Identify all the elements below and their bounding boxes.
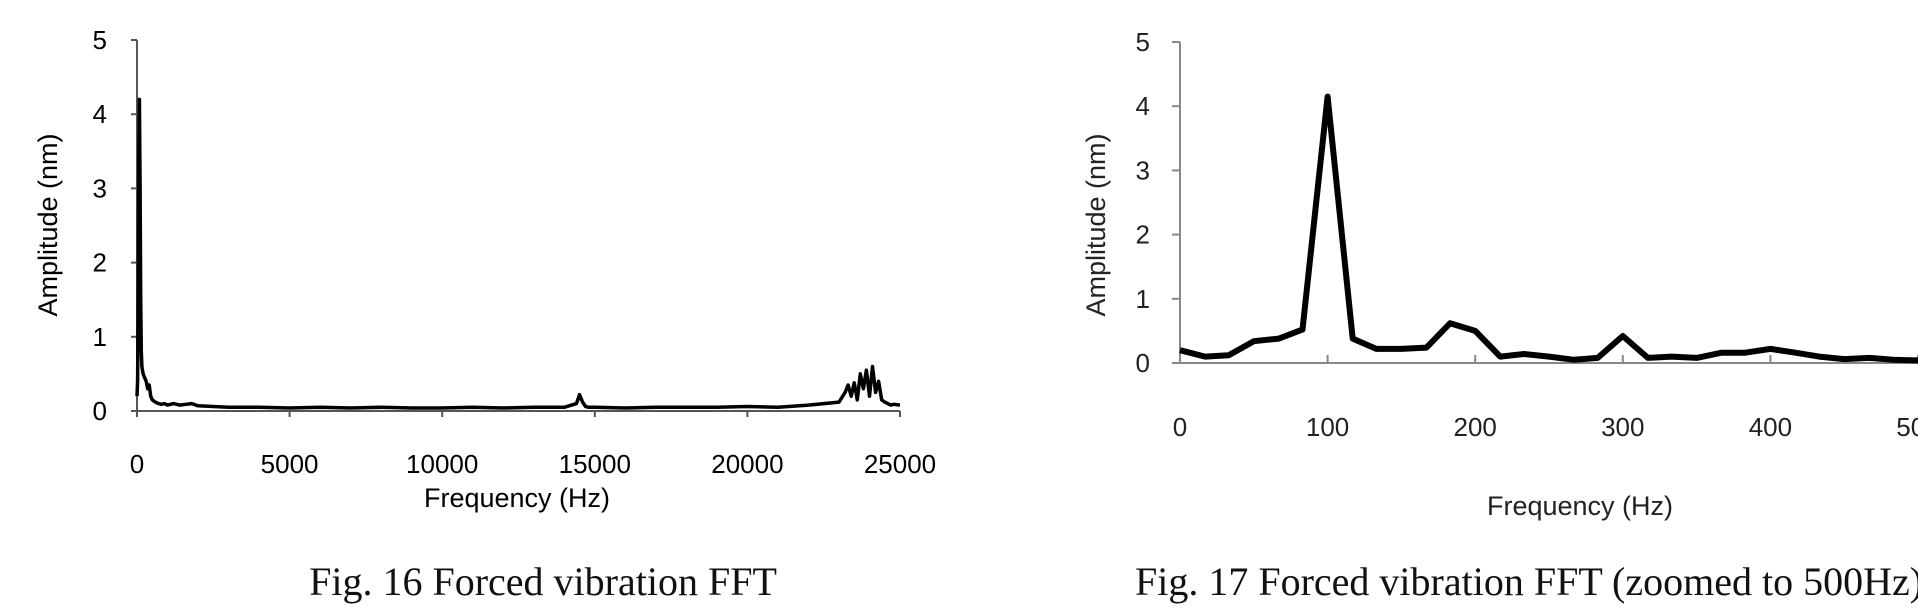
y-tick-label: 2 bbox=[1136, 220, 1150, 250]
y-tick-label: 1 bbox=[93, 322, 107, 352]
y-tick-label: 5 bbox=[1136, 27, 1150, 57]
y-tick-label: 3 bbox=[1136, 155, 1150, 185]
y-tick-label: 0 bbox=[1136, 348, 1150, 378]
y-tick-label: 5 bbox=[93, 25, 107, 55]
fig16-caption: Fig. 16 Forced vibration FFT bbox=[309, 559, 777, 604]
x-tick-label: 300 bbox=[1601, 412, 1644, 442]
y-tick-label: 4 bbox=[1136, 91, 1150, 121]
fig17-caption: Fig. 17 Forced vibration FFT (zoomed to … bbox=[1135, 559, 1918, 604]
x-tick-label: 100 bbox=[1306, 412, 1349, 442]
y-tick-label: 4 bbox=[93, 99, 107, 129]
x-tick-label: 400 bbox=[1749, 412, 1792, 442]
fig16-x-axis-title: Frequency (Hz) bbox=[424, 483, 610, 513]
x-tick-label: 15000 bbox=[559, 449, 631, 479]
x-tick-label: 25000 bbox=[864, 449, 936, 479]
y-tick-label: 2 bbox=[93, 248, 107, 278]
fig17-series-line bbox=[1179, 93, 1918, 364]
x-tick-label: 0 bbox=[1173, 412, 1187, 442]
chart-fig17: 0 1 2 3 4 5 0 100 200 300 400 500 Frequency (Hz) A… bbox=[1081, 27, 1918, 604]
x-tick-label: 200 bbox=[1454, 412, 1497, 442]
x-tick-label: 10000 bbox=[406, 449, 478, 479]
fig16-series-line bbox=[135, 97, 901, 410]
x-tick-label: 0 bbox=[130, 449, 144, 479]
y-tick-label: 0 bbox=[93, 396, 107, 426]
fig17-y-axis-title: Amplitude (nm) bbox=[1081, 133, 1111, 316]
fig16-y-axis-title: Amplitude (nm) bbox=[33, 133, 63, 316]
y-tick-label: 3 bbox=[93, 173, 107, 203]
fig17-x-axis-title: Frequency (Hz) bbox=[1487, 491, 1673, 521]
x-tick-label: 5000 bbox=[261, 449, 319, 479]
chart-fig16: 0 1 2 3 4 5 0 5000 10000 15000 20000 25000 Frequen… bbox=[33, 25, 936, 604]
x-tick-label: 20000 bbox=[711, 449, 783, 479]
y-tick-label: 1 bbox=[1136, 284, 1150, 314]
x-tick-label: 500 bbox=[1896, 412, 1918, 442]
